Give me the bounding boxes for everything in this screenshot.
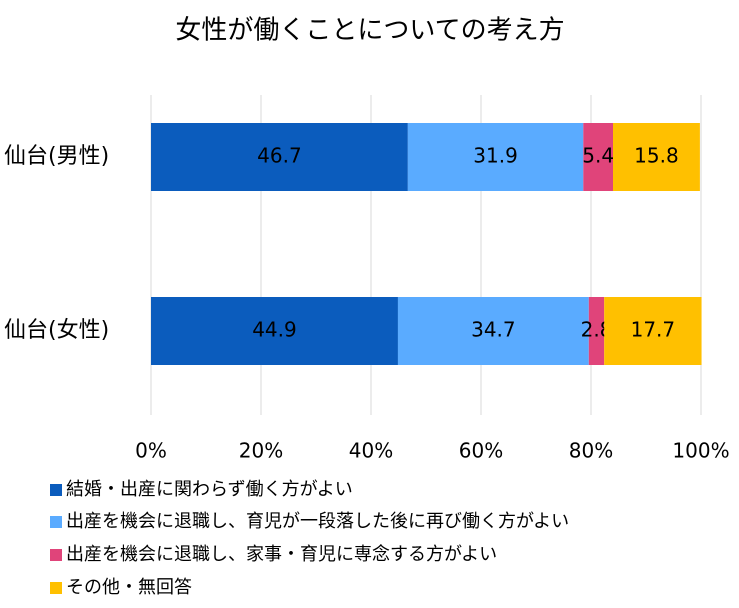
bar-segment (583, 123, 613, 191)
legend-swatch (50, 516, 62, 528)
x-tick-label: 60% (459, 439, 503, 463)
bar-segment (588, 297, 605, 365)
legend-swatch (50, 549, 62, 561)
y-tick-label: 仙台(男性) (4, 144, 109, 169)
value-label: 31.9 (473, 144, 518, 168)
value-label: 5.4 (582, 144, 614, 168)
legend-swatch (50, 484, 62, 496)
bar-segment (604, 297, 702, 365)
legend-label: 結婚・出産に関わらず働く方がよい (66, 479, 353, 500)
value-label: 15.8 (634, 144, 679, 168)
legend-label: 出産を機会に退職し、育児が一段落した後に再び働く方がよい (66, 511, 569, 532)
value-label: 34.7 (471, 318, 516, 342)
x-tick-label: 20% (239, 439, 283, 463)
bar-segment (613, 123, 700, 191)
x-tick-label: 40% (349, 439, 393, 463)
chart-title: 女性が働くことについての考え方 (175, 16, 564, 46)
value-label: 44.9 (252, 318, 297, 342)
x-tick-label: 100% (672, 439, 729, 463)
bar-segment (407, 123, 584, 191)
value-label: 46.7 (257, 144, 302, 168)
legend-label: 出産を機会に退職し、家事・育児に専念する方がよい (66, 543, 497, 565)
x-tick-label: 80% (569, 439, 613, 463)
value-label: 17.7 (631, 318, 676, 342)
bar-segment (151, 297, 398, 365)
legend-label: その他・無回答 (66, 577, 192, 598)
bar-segment (151, 123, 408, 191)
legend-swatch (50, 582, 62, 594)
x-tick-label: 0% (135, 439, 167, 463)
y-tick-label: 仙台(女性) (4, 318, 109, 343)
bar-segment (397, 297, 589, 365)
